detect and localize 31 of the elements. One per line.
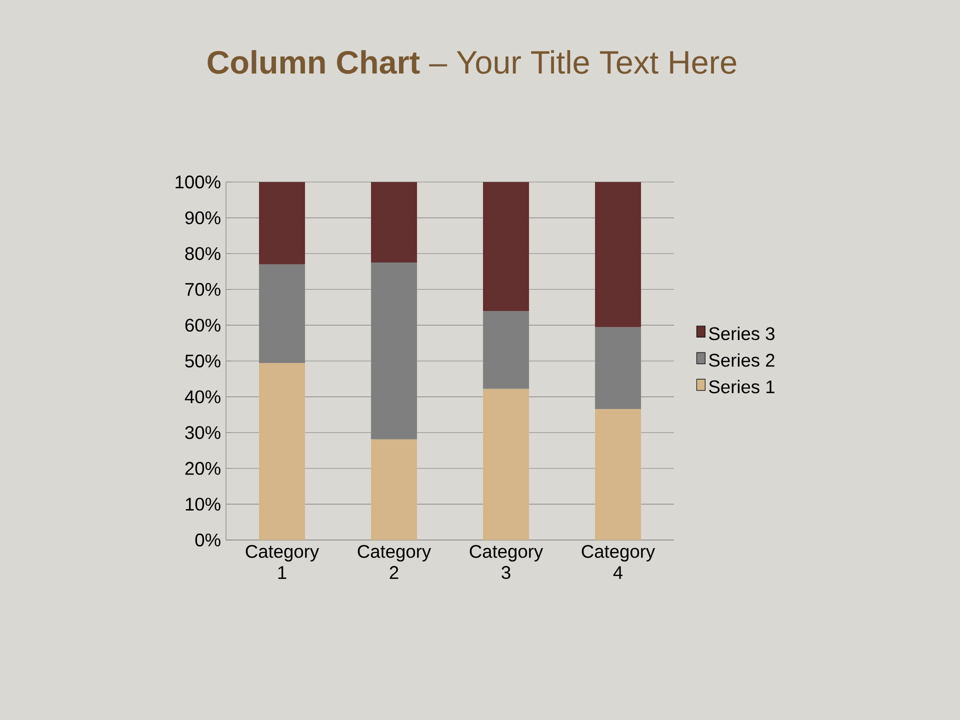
y-tick-label: 40% — [184, 390, 220, 404]
bar — [595, 327, 642, 409]
y-tick-label: 30% — [185, 426, 220, 440]
bar — [483, 388, 530, 540]
legend-label: Series 2 — [709, 353, 774, 367]
bar — [595, 408, 642, 540]
bar — [259, 264, 306, 364]
x-tick-label: Category 1 — [246, 544, 320, 579]
x-tick-label: Category 3 — [470, 544, 544, 579]
y-tick-label: 70% — [185, 282, 220, 296]
y-tick-label: 10% — [186, 498, 220, 511]
y-tick-label: 80% — [185, 247, 220, 260]
bar — [595, 182, 642, 328]
y-tick-label: 0% — [195, 534, 220, 546]
bar — [371, 182, 418, 263]
y-tick-label: 50% — [185, 354, 220, 368]
y-tick-label: 60% — [185, 318, 220, 332]
legend-label: Series 3 — [709, 326, 774, 340]
bar — [259, 363, 306, 540]
bar — [259, 182, 306, 264]
bar — [483, 311, 530, 389]
bar — [483, 182, 530, 312]
legend-label: Series 1 — [709, 380, 774, 394]
y-tick-label: 20% — [185, 462, 220, 475]
chart-title: Column Chart – Your Title Text Here — [208, 50, 736, 74]
bar — [371, 262, 418, 440]
x-tick-label: Category 2 — [358, 544, 432, 579]
x-tick-label: Category 4 — [582, 544, 656, 579]
bar — [371, 439, 418, 540]
y-tick-label: 90% — [185, 211, 220, 224]
y-tick-label: 100% — [176, 176, 220, 188]
